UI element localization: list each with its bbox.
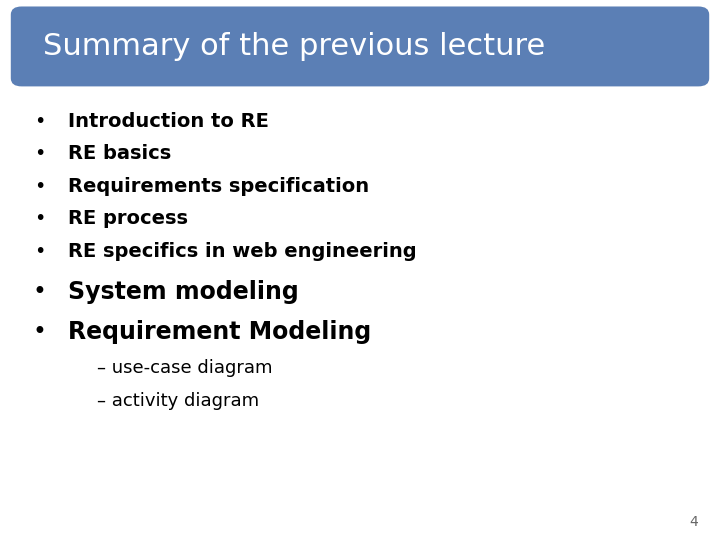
Text: •: • [34, 112, 45, 131]
Text: Summary of the previous lecture: Summary of the previous lecture [43, 32, 546, 61]
Text: •: • [34, 241, 45, 261]
Text: – use-case diagram: – use-case diagram [97, 359, 273, 377]
Text: – activity diagram: – activity diagram [97, 392, 259, 410]
Text: •: • [34, 177, 45, 196]
Text: RE process: RE process [68, 209, 189, 228]
Text: •: • [32, 320, 47, 344]
Text: Introduction to RE: Introduction to RE [68, 112, 269, 131]
Text: Requirements specification: Requirements specification [68, 177, 369, 196]
Text: RE basics: RE basics [68, 144, 171, 164]
Text: 4: 4 [690, 515, 698, 529]
FancyBboxPatch shape [11, 6, 709, 86]
Text: •: • [34, 209, 45, 228]
Text: •: • [34, 144, 45, 164]
Text: RE specifics in web engineering: RE specifics in web engineering [68, 241, 417, 261]
Text: System modeling: System modeling [68, 280, 299, 303]
Text: •: • [32, 280, 47, 303]
Text: Requirement Modeling: Requirement Modeling [68, 320, 372, 344]
